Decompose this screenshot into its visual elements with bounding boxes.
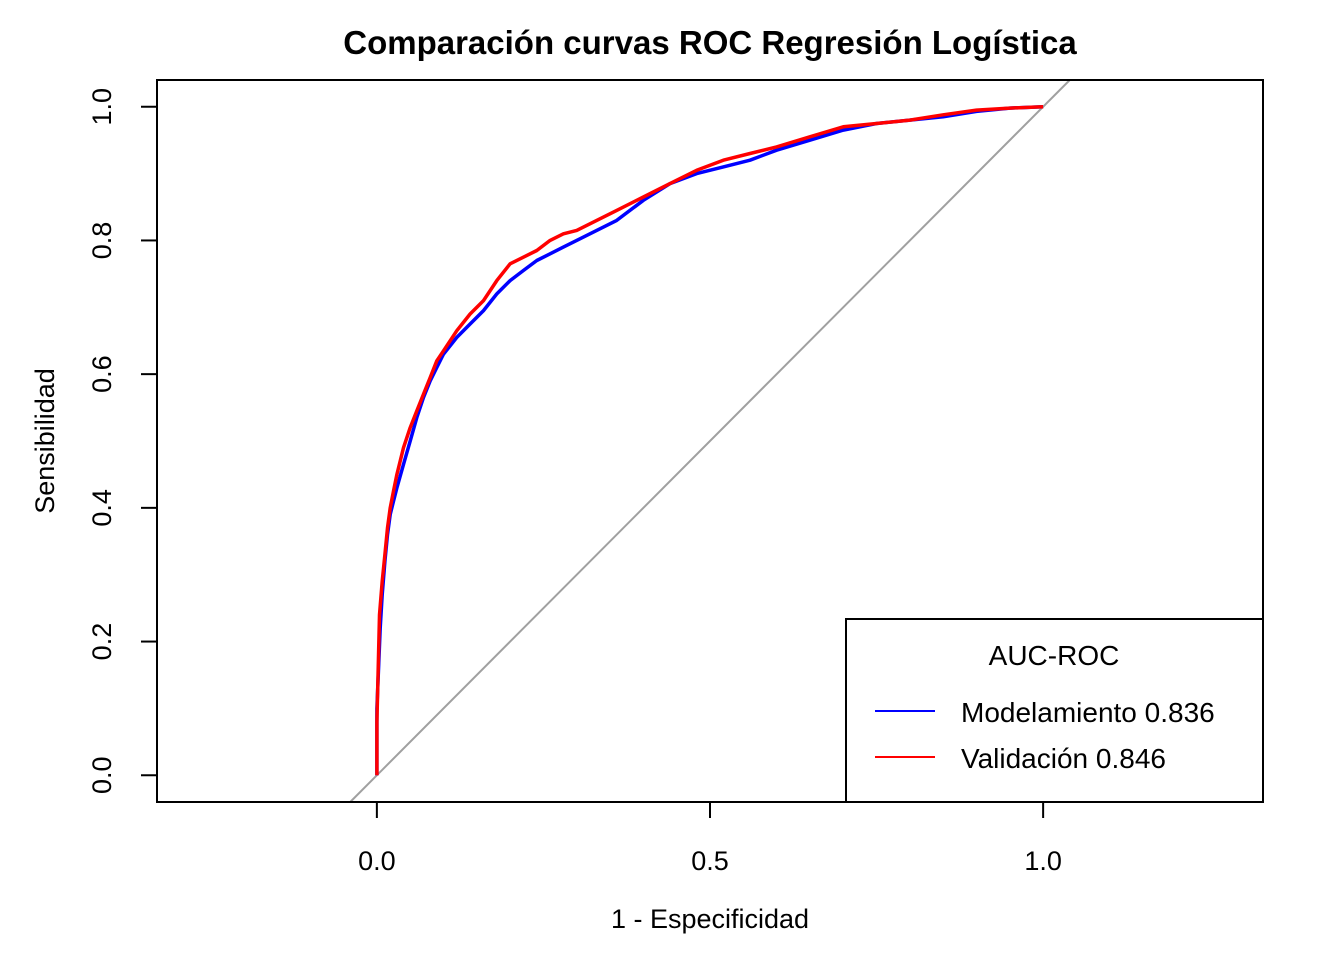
legend-label-validacion: Validación 0.846	[961, 743, 1166, 774]
series-line-1	[375, 104, 1044, 776]
legend-label-modelamiento: Modelamiento 0.836	[961, 697, 1215, 728]
legend: AUC-ROC Modelamiento 0.836 Validación 0.…	[845, 618, 1264, 803]
x-tick-label: 0.5	[691, 846, 729, 876]
series-line-0	[375, 104, 1044, 776]
y-tick-label: 0.4	[87, 489, 117, 527]
x-axis: 0.0 0.5 1.0	[358, 801, 1062, 876]
x-axis-label: 1 - Especificidad	[611, 904, 809, 934]
legend-title: AUC-ROC	[989, 640, 1120, 671]
series-layer	[375, 104, 1044, 776]
reference-line-layer	[349, 79, 1071, 803]
y-tick-label: 0.6	[87, 355, 117, 393]
reference-diagonal-line	[349, 79, 1071, 803]
y-tick-label: 0.8	[87, 222, 117, 260]
y-tick-label: 0.0	[87, 756, 117, 794]
y-axis-label: Sensibilidad	[30, 368, 60, 514]
x-tick-label: 0.0	[358, 846, 396, 876]
chart-title: Comparación curvas ROC Regresión Logísti…	[343, 24, 1077, 61]
y-axis: 0.0 0.2 0.4 0.6 0.8 1.0	[87, 88, 158, 794]
y-tick-label: 1.0	[87, 88, 117, 126]
x-tick-label: 1.0	[1024, 846, 1062, 876]
y-tick-label: 0.2	[87, 623, 117, 661]
